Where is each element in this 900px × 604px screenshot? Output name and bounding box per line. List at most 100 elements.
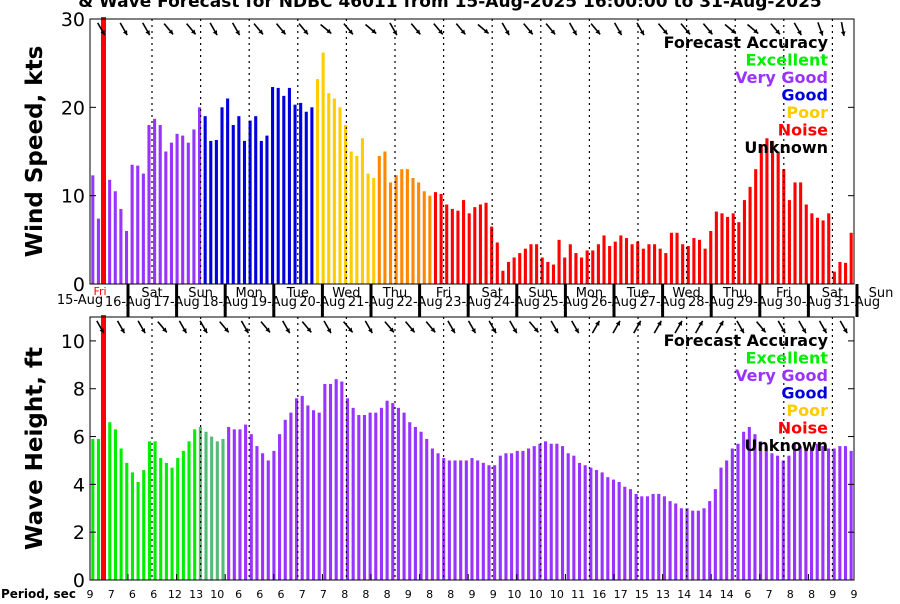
x-date-label: 26-Aug bbox=[591, 295, 637, 310]
chart-bar bbox=[495, 242, 499, 284]
chart-bar bbox=[203, 116, 207, 284]
chart-bar bbox=[549, 443, 553, 580]
chart-bar bbox=[726, 216, 730, 284]
now-label: Fri bbox=[93, 285, 106, 298]
period-value: 17 bbox=[614, 588, 628, 600]
chart-bar bbox=[187, 441, 191, 580]
x-weekday-label: Wed bbox=[332, 286, 360, 301]
chart-bar bbox=[436, 453, 440, 580]
period-value: 8 bbox=[362, 588, 369, 600]
chart-bar bbox=[456, 210, 460, 284]
x-date-label: 24-Aug bbox=[494, 295, 540, 310]
chart-bar bbox=[147, 441, 151, 580]
direction-arrow bbox=[840, 21, 846, 37]
direction-arrow bbox=[523, 23, 534, 35]
period-value: 10 bbox=[507, 588, 521, 600]
chart-bar bbox=[113, 191, 117, 284]
chart-bar bbox=[442, 458, 446, 580]
x-day-tick bbox=[661, 284, 665, 317]
chart-bar bbox=[563, 257, 567, 284]
direction-arrow bbox=[501, 22, 510, 36]
arrow-head bbox=[550, 29, 556, 35]
chart-bar bbox=[594, 470, 599, 580]
chart-bar bbox=[476, 460, 480, 580]
chart-bar bbox=[170, 467, 174, 580]
chart-bar bbox=[186, 142, 190, 284]
chart-bar bbox=[804, 204, 808, 284]
direction-arrow bbox=[231, 22, 241, 36]
chart-bar bbox=[255, 446, 259, 580]
arrow-head bbox=[99, 328, 104, 334]
chart-bar bbox=[328, 383, 333, 580]
chart-bar bbox=[518, 253, 522, 284]
direction-arrow bbox=[612, 320, 621, 334]
chart-bar bbox=[662, 496, 666, 580]
direction-arrow bbox=[119, 22, 128, 36]
period-value: 10 bbox=[529, 588, 543, 600]
period-value: 9 bbox=[851, 588, 858, 600]
chart-bar bbox=[596, 244, 600, 284]
x-date-label: 22-Aug bbox=[396, 295, 442, 310]
chart-bar bbox=[527, 448, 531, 580]
x-date-label: 17-Aug bbox=[153, 295, 199, 310]
chart-bar bbox=[91, 175, 95, 284]
arrow-head bbox=[471, 328, 476, 334]
direction-arrow bbox=[343, 23, 354, 35]
direction-arrow bbox=[636, 22, 645, 36]
chart-bar bbox=[366, 173, 370, 284]
chart-bar bbox=[510, 453, 514, 580]
arrow-head bbox=[801, 328, 806, 334]
direction-arrow bbox=[724, 23, 737, 35]
direction-arrow bbox=[590, 23, 601, 35]
x-day-tick bbox=[855, 284, 859, 317]
chart-bar bbox=[259, 140, 263, 284]
chart-bar bbox=[555, 443, 559, 580]
chart-bar bbox=[832, 271, 836, 284]
arrow-head bbox=[483, 28, 489, 34]
chart-bar bbox=[464, 460, 468, 580]
x-date-label: 31-Aug bbox=[834, 295, 880, 310]
chart-bar bbox=[697, 239, 702, 284]
legend-item: Good bbox=[781, 384, 828, 403]
legend-item: Poor bbox=[786, 103, 828, 122]
chart-bar bbox=[484, 202, 488, 284]
chart-bar bbox=[702, 508, 706, 580]
chart-bar bbox=[681, 244, 685, 284]
x-date-label: 16-Aug bbox=[105, 295, 151, 310]
chart-bar bbox=[193, 429, 197, 580]
arrow-head bbox=[438, 29, 443, 35]
chart-bar bbox=[731, 213, 735, 284]
y-tick-label: 6 bbox=[73, 427, 85, 449]
chart-bar bbox=[130, 164, 134, 284]
arrow-head bbox=[244, 328, 249, 334]
chart-bar bbox=[679, 508, 683, 580]
chart-bar bbox=[658, 248, 662, 284]
chart-bar bbox=[674, 503, 678, 580]
chart-bar bbox=[568, 244, 572, 284]
arrow-head bbox=[306, 327, 312, 333]
chart-bar bbox=[669, 232, 673, 284]
x-date-label: 27-Aug bbox=[639, 295, 685, 310]
chart-bar bbox=[623, 486, 627, 580]
chart-bar bbox=[276, 87, 280, 285]
arrow-head bbox=[168, 29, 174, 35]
chart-bar bbox=[372, 178, 376, 284]
chart-bar bbox=[481, 462, 485, 580]
chart-bar bbox=[815, 217, 820, 284]
arrow-head bbox=[415, 29, 421, 35]
chart-bar bbox=[283, 419, 287, 580]
chart-bar bbox=[608, 246, 612, 284]
legend-item: Very Good bbox=[735, 68, 828, 87]
arrow-head bbox=[818, 30, 824, 36]
chart-bar bbox=[265, 135, 269, 284]
chart-bar bbox=[113, 429, 118, 580]
chart-bar bbox=[759, 441, 763, 580]
direction-arrow bbox=[282, 320, 291, 334]
direction-arrow bbox=[674, 320, 683, 334]
legend-item: Unknown bbox=[744, 138, 828, 157]
chart-bar bbox=[611, 479, 616, 580]
chart-bar bbox=[360, 138, 364, 284]
chart-bar bbox=[248, 120, 252, 284]
chart-bar bbox=[287, 87, 291, 285]
